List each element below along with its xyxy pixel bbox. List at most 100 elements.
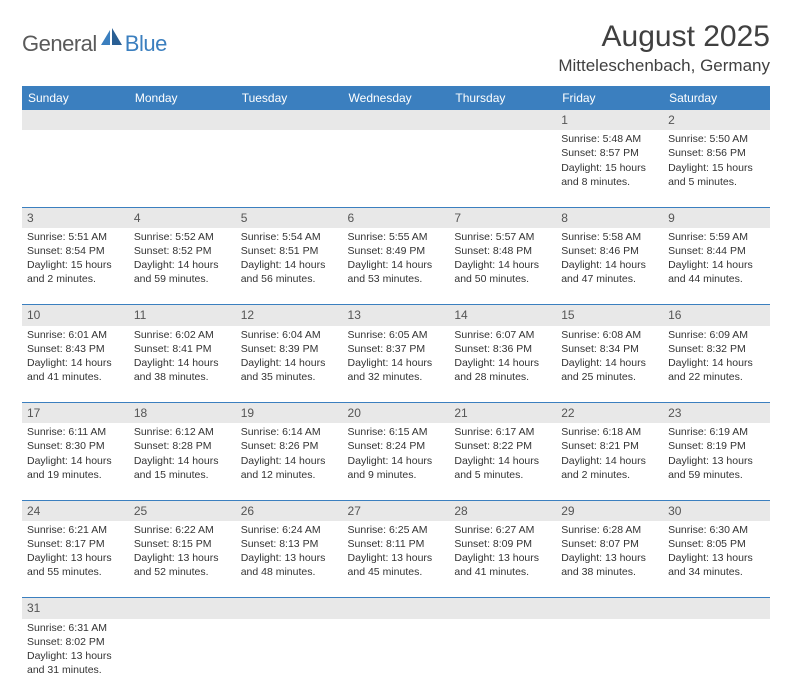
day-number-cell: 16 bbox=[663, 305, 770, 326]
day-sr: Sunrise: 6:24 AM bbox=[241, 523, 338, 537]
daynum-row: 3456789 bbox=[22, 207, 770, 228]
daynum-row: 24252627282930 bbox=[22, 500, 770, 521]
day-d1: Daylight: 14 hours bbox=[668, 258, 765, 272]
day-content-row: Sunrise: 6:21 AMSunset: 8:17 PMDaylight:… bbox=[22, 521, 770, 598]
day-cell bbox=[556, 619, 663, 696]
logo-text-blue: Blue bbox=[125, 31, 167, 57]
day-sr: Sunrise: 6:11 AM bbox=[27, 425, 124, 439]
day-cell: Sunrise: 6:15 AMSunset: 8:24 PMDaylight:… bbox=[343, 423, 450, 500]
day-ss: Sunset: 8:52 PM bbox=[134, 244, 231, 258]
dayname-sat: Saturday bbox=[663, 86, 770, 110]
day-d1: Daylight: 13 hours bbox=[668, 454, 765, 468]
day-d1: Daylight: 14 hours bbox=[348, 454, 445, 468]
day-cell: Sunrise: 6:04 AMSunset: 8:39 PMDaylight:… bbox=[236, 326, 343, 403]
day-d1: Daylight: 14 hours bbox=[561, 356, 658, 370]
day-number-cell: 20 bbox=[343, 403, 450, 424]
day-d2: and 52 minutes. bbox=[134, 565, 231, 579]
day-sr: Sunrise: 5:52 AM bbox=[134, 230, 231, 244]
day-d2: and 5 minutes. bbox=[454, 468, 551, 482]
day-number-cell bbox=[343, 598, 450, 619]
daynum-row: 12 bbox=[22, 110, 770, 130]
day-ss: Sunset: 8:34 PM bbox=[561, 342, 658, 356]
day-cell: Sunrise: 5:50 AMSunset: 8:56 PMDaylight:… bbox=[663, 130, 770, 207]
day-sr: Sunrise: 6:27 AM bbox=[454, 523, 551, 537]
day-d1: Daylight: 14 hours bbox=[27, 454, 124, 468]
day-cell: Sunrise: 5:51 AMSunset: 8:54 PMDaylight:… bbox=[22, 228, 129, 305]
day-ss: Sunset: 8:22 PM bbox=[454, 439, 551, 453]
day-d1: Daylight: 14 hours bbox=[134, 454, 231, 468]
day-cell: Sunrise: 5:59 AMSunset: 8:44 PMDaylight:… bbox=[663, 228, 770, 305]
day-d2: and 38 minutes. bbox=[561, 565, 658, 579]
day-cell bbox=[343, 130, 450, 207]
day-d2: and 38 minutes. bbox=[134, 370, 231, 384]
day-cell: Sunrise: 6:27 AMSunset: 8:09 PMDaylight:… bbox=[449, 521, 556, 598]
day-number-cell: 29 bbox=[556, 500, 663, 521]
day-sr: Sunrise: 6:22 AM bbox=[134, 523, 231, 537]
day-number-cell: 25 bbox=[129, 500, 236, 521]
day-sr: Sunrise: 6:19 AM bbox=[668, 425, 765, 439]
day-d1: Daylight: 14 hours bbox=[454, 454, 551, 468]
day-cell: Sunrise: 6:24 AMSunset: 8:13 PMDaylight:… bbox=[236, 521, 343, 598]
day-number-cell bbox=[449, 110, 556, 130]
day-cell bbox=[22, 130, 129, 207]
day-d2: and 25 minutes. bbox=[561, 370, 658, 384]
day-d2: and 28 minutes. bbox=[454, 370, 551, 384]
day-content-row: Sunrise: 6:11 AMSunset: 8:30 PMDaylight:… bbox=[22, 423, 770, 500]
day-number-cell: 18 bbox=[129, 403, 236, 424]
day-number-cell bbox=[236, 598, 343, 619]
day-cell: Sunrise: 6:31 AMSunset: 8:02 PMDaylight:… bbox=[22, 619, 129, 696]
day-ss: Sunset: 8:43 PM bbox=[27, 342, 124, 356]
day-number-cell: 22 bbox=[556, 403, 663, 424]
day-number-cell: 24 bbox=[22, 500, 129, 521]
day-number-cell bbox=[663, 598, 770, 619]
day-ss: Sunset: 8:02 PM bbox=[27, 635, 124, 649]
day-cell bbox=[449, 130, 556, 207]
day-d2: and 2 minutes. bbox=[27, 272, 124, 286]
dayname-sun: Sunday bbox=[22, 86, 129, 110]
day-d2: and 41 minutes. bbox=[27, 370, 124, 384]
day-ss: Sunset: 8:21 PM bbox=[561, 439, 658, 453]
day-sr: Sunrise: 5:50 AM bbox=[668, 132, 765, 146]
day-d1: Daylight: 13 hours bbox=[348, 551, 445, 565]
day-cell: Sunrise: 6:28 AMSunset: 8:07 PMDaylight:… bbox=[556, 521, 663, 598]
day-number-cell: 1 bbox=[556, 110, 663, 130]
day-d1: Daylight: 14 hours bbox=[241, 454, 338, 468]
day-sr: Sunrise: 6:17 AM bbox=[454, 425, 551, 439]
day-number-cell bbox=[343, 110, 450, 130]
day-ss: Sunset: 8:30 PM bbox=[27, 439, 124, 453]
day-cell bbox=[449, 619, 556, 696]
day-sr: Sunrise: 6:08 AM bbox=[561, 328, 658, 342]
day-cell: Sunrise: 5:57 AMSunset: 8:48 PMDaylight:… bbox=[449, 228, 556, 305]
day-number-cell: 11 bbox=[129, 305, 236, 326]
day-d2: and 50 minutes. bbox=[454, 272, 551, 286]
day-number-cell: 14 bbox=[449, 305, 556, 326]
day-sr: Sunrise: 5:58 AM bbox=[561, 230, 658, 244]
dayname-fri: Friday bbox=[556, 86, 663, 110]
day-ss: Sunset: 8:57 PM bbox=[561, 146, 658, 160]
day-ss: Sunset: 8:09 PM bbox=[454, 537, 551, 551]
day-d1: Daylight: 13 hours bbox=[27, 649, 124, 663]
day-sr: Sunrise: 6:28 AM bbox=[561, 523, 658, 537]
day-cell: Sunrise: 6:01 AMSunset: 8:43 PMDaylight:… bbox=[22, 326, 129, 403]
logo-sail-icon bbox=[101, 28, 123, 49]
day-cell: Sunrise: 6:02 AMSunset: 8:41 PMDaylight:… bbox=[129, 326, 236, 403]
day-sr: Sunrise: 6:18 AM bbox=[561, 425, 658, 439]
day-sr: Sunrise: 6:01 AM bbox=[27, 328, 124, 342]
day-number-cell: 10 bbox=[22, 305, 129, 326]
day-number-cell bbox=[236, 110, 343, 130]
day-cell: Sunrise: 6:08 AMSunset: 8:34 PMDaylight:… bbox=[556, 326, 663, 403]
day-sr: Sunrise: 5:48 AM bbox=[561, 132, 658, 146]
day-d1: Daylight: 14 hours bbox=[241, 356, 338, 370]
day-number-cell: 4 bbox=[129, 207, 236, 228]
day-cell: Sunrise: 5:58 AMSunset: 8:46 PMDaylight:… bbox=[556, 228, 663, 305]
day-cell: Sunrise: 6:21 AMSunset: 8:17 PMDaylight:… bbox=[22, 521, 129, 598]
day-d2: and 2 minutes. bbox=[561, 468, 658, 482]
day-d1: Daylight: 15 hours bbox=[561, 161, 658, 175]
day-d2: and 44 minutes. bbox=[668, 272, 765, 286]
day-d2: and 5 minutes. bbox=[668, 175, 765, 189]
day-cell bbox=[129, 619, 236, 696]
day-d1: Daylight: 14 hours bbox=[134, 258, 231, 272]
day-ss: Sunset: 8:13 PM bbox=[241, 537, 338, 551]
day-number-cell: 28 bbox=[449, 500, 556, 521]
day-d1: Daylight: 14 hours bbox=[561, 454, 658, 468]
